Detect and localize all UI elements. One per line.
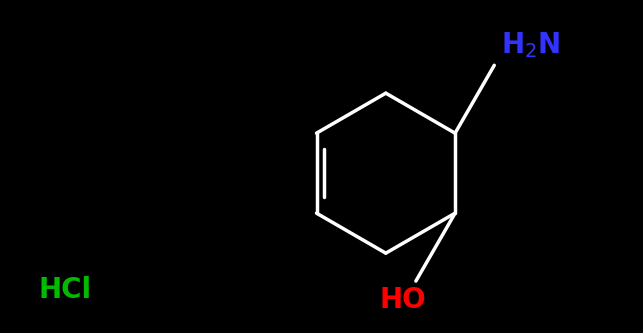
- Text: H$_2$N: H$_2$N: [501, 30, 560, 60]
- Text: HCl: HCl: [39, 276, 92, 304]
- Text: HO: HO: [380, 286, 426, 314]
